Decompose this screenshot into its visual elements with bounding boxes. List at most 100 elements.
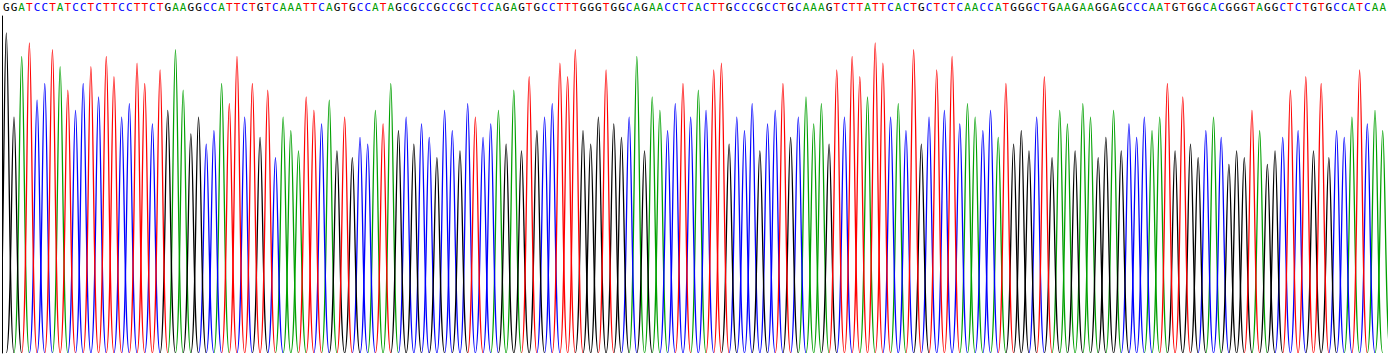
svg-text:C: C	[664, 1, 671, 14]
svg-text:C: C	[687, 1, 694, 14]
svg-text:A: A	[895, 1, 902, 14]
svg-text:C: C	[795, 1, 802, 14]
svg-text:C: C	[1133, 1, 1140, 14]
svg-text:C: C	[203, 1, 210, 14]
svg-text:C: C	[118, 1, 125, 14]
svg-text:C: C	[480, 1, 487, 14]
svg-text:C: C	[1126, 1, 1133, 14]
svg-text:C: C	[357, 1, 364, 14]
svg-text:C: C	[95, 1, 102, 14]
svg-text:T: T	[603, 1, 610, 14]
svg-text:A: A	[372, 1, 379, 14]
svg-text:C: C	[887, 1, 894, 14]
svg-text:T: T	[557, 1, 564, 14]
svg-text:A: A	[495, 1, 502, 14]
svg-text:C: C	[980, 1, 987, 14]
svg-text:C: C	[1141, 1, 1148, 14]
svg-text:T: T	[311, 1, 318, 14]
svg-text:T: T	[1318, 1, 1325, 14]
svg-text:T: T	[564, 1, 571, 14]
svg-text:A: A	[1087, 1, 1094, 14]
svg-text:G: G	[503, 1, 510, 14]
svg-text:T: T	[234, 1, 241, 14]
svg-text:C: C	[41, 1, 48, 14]
svg-text:C: C	[1218, 1, 1225, 14]
svg-text:A: A	[295, 1, 302, 14]
svg-text:T: T	[111, 1, 118, 14]
svg-text:A: A	[1210, 1, 1217, 14]
svg-text:C: C	[464, 1, 471, 14]
svg-text:C: C	[841, 1, 848, 14]
svg-text:G: G	[1195, 1, 1202, 14]
svg-text:T: T	[680, 1, 687, 14]
svg-text:G: G	[1172, 1, 1179, 14]
svg-text:T: T	[833, 1, 840, 14]
svg-text:T: T	[157, 1, 164, 14]
svg-text:C: C	[418, 1, 425, 14]
svg-text:G: G	[434, 1, 441, 14]
svg-text:C: C	[626, 1, 633, 14]
svg-text:C: C	[1364, 1, 1371, 14]
svg-text:G: G	[1072, 1, 1079, 14]
svg-text:C: C	[903, 1, 910, 14]
svg-text:A: A	[1379, 1, 1386, 14]
svg-text:A: A	[172, 1, 179, 14]
svg-text:A: A	[218, 1, 225, 14]
svg-text:T: T	[1302, 1, 1309, 14]
svg-text:G: G	[587, 1, 594, 14]
svg-text:T: T	[341, 1, 348, 14]
svg-text:A: A	[287, 1, 294, 14]
svg-text:T: T	[134, 1, 141, 14]
svg-text:A: A	[280, 1, 287, 14]
svg-text:T: T	[718, 1, 725, 14]
svg-text:G: G	[188, 1, 195, 14]
svg-text:C: C	[72, 1, 79, 14]
svg-text:C: C	[80, 1, 87, 14]
svg-text:A: A	[1349, 1, 1356, 14]
svg-text:T: T	[26, 1, 33, 14]
svg-text:C: C	[772, 1, 779, 14]
svg-text:C: C	[733, 1, 740, 14]
svg-text:G: G	[1233, 1, 1240, 14]
svg-text:G: G	[1241, 1, 1248, 14]
svg-text:A: A	[1056, 1, 1063, 14]
svg-text:T: T	[857, 1, 864, 14]
svg-text:A: A	[1149, 1, 1156, 14]
svg-text:A: A	[1256, 1, 1263, 14]
svg-text:G: G	[1310, 1, 1317, 14]
svg-text:G: G	[164, 1, 171, 14]
svg-text:C: C	[1033, 1, 1040, 14]
svg-text:G: G	[918, 1, 925, 14]
svg-text:G: G	[1103, 1, 1110, 14]
svg-text:A: A	[995, 1, 1002, 14]
svg-text:C: C	[749, 1, 756, 14]
svg-text:A: A	[57, 1, 64, 14]
svg-text:C: C	[487, 1, 494, 14]
svg-text:T: T	[933, 1, 940, 14]
svg-text:A: A	[18, 1, 25, 14]
svg-text:G: G	[1049, 1, 1056, 14]
svg-text:G: G	[618, 1, 625, 14]
svg-text:G: G	[257, 1, 264, 14]
svg-text:G: G	[1187, 1, 1194, 14]
svg-text:C: C	[926, 1, 933, 14]
svg-text:C: C	[126, 1, 133, 14]
svg-text:G: G	[1264, 1, 1271, 14]
svg-text:T: T	[1164, 1, 1171, 14]
svg-text:C: C	[1341, 1, 1348, 14]
svg-text:C: C	[672, 1, 679, 14]
svg-text:T: T	[1041, 1, 1048, 14]
svg-text:C: C	[441, 1, 448, 14]
svg-text:T: T	[1356, 1, 1363, 14]
svg-text:G: G	[3, 1, 10, 14]
svg-text:C: C	[403, 1, 410, 14]
svg-text:G: G	[1226, 1, 1233, 14]
svg-text:C: C	[703, 1, 710, 14]
svg-text:A: A	[803, 1, 810, 14]
svg-text:C: C	[241, 1, 248, 14]
svg-text:G: G	[610, 1, 617, 14]
svg-text:G: G	[757, 1, 764, 14]
svg-text:G: G	[641, 1, 648, 14]
svg-text:A: A	[818, 1, 825, 14]
svg-text:A: A	[1110, 1, 1117, 14]
